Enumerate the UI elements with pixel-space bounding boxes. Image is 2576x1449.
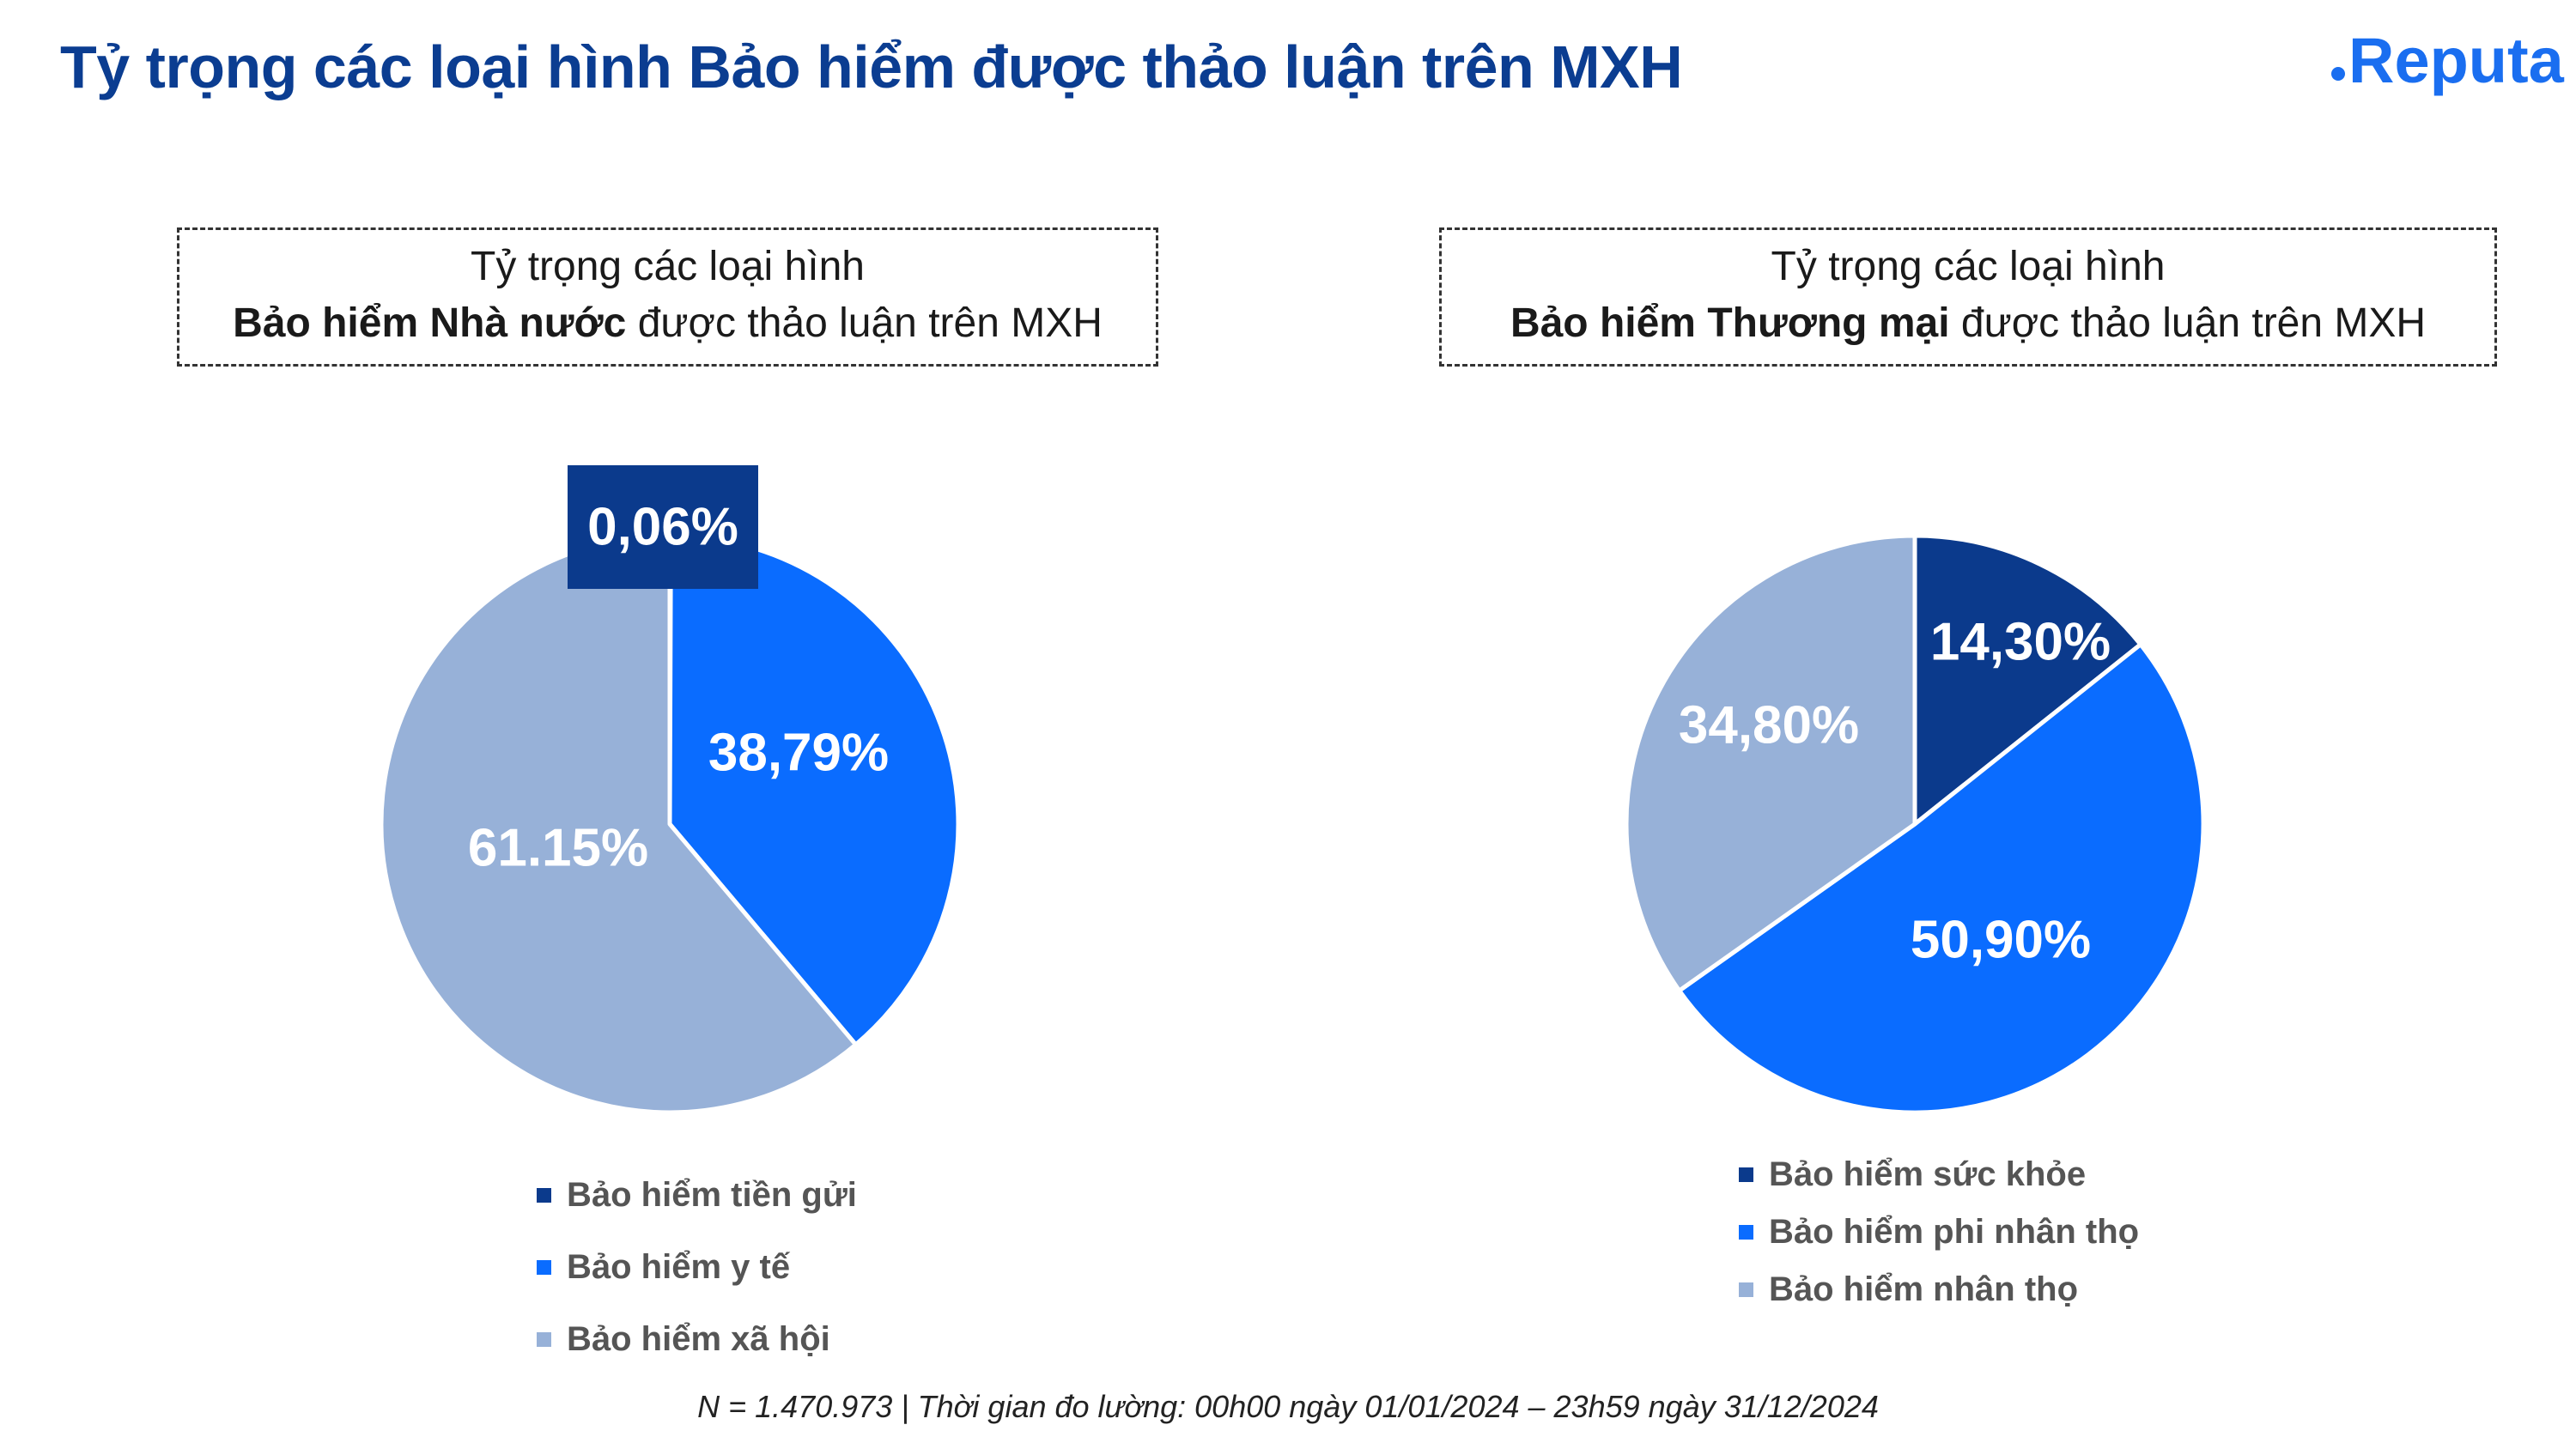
- pie1-data-label-1: 50,90%: [1911, 911, 2091, 970]
- right-chart-title-line1: Tỷ trọng các loại hình: [1771, 244, 2166, 289]
- logo-text: Reputa: [2348, 25, 2564, 96]
- left-chart-title-line2: Bảo hiểm Nhà nước được thảo luận trên MX…: [179, 295, 1156, 352]
- pie1-legend-swatch-2: [1739, 1282, 1753, 1297]
- pie1-slice-1: [1677, 642, 2206, 1115]
- right-chart-legend: Bảo hiểm sức khỏe Bảo hiểm phi nhân thọ Bả…: [1739, 1146, 2139, 1319]
- pie0-legend-swatch-0: [537, 1187, 551, 1203]
- right-chart-title-line2: Bảo hiểm Thương mại được thảo luận trên …: [1442, 295, 2494, 352]
- pie0-data-label-1: 38,79%: [708, 724, 889, 783]
- pie0-data-label-2: 61.15%: [468, 819, 648, 878]
- pie1-legend-item-0: Bảo hiểm sức khỏe: [1739, 1146, 2139, 1203]
- right-chart-title-box: Tỷ trọng các loại hình Bảo hiểm Thương m…: [1439, 227, 2497, 367]
- pie1-slice-2: [1624, 533, 1917, 993]
- pie1-legend-swatch-0: [1739, 1167, 1753, 1182]
- left-chart-legend: Bảo hiểm tiền gửi Bảo hiểm y tế Bảo hiểm x…: [537, 1159, 857, 1375]
- pie1-legend-swatch-1: [1739, 1225, 1753, 1240]
- pie0-legend-label-2: Bảo hiểm xã hội: [567, 1319, 830, 1358]
- pie0-legend-item-1: Bảo hiểm y tế: [537, 1231, 857, 1303]
- left-pie-chart: 0,06% 38,79% 61.15%: [379, 465, 961, 1115]
- pie0-legend-swatch-2: [537, 1331, 551, 1347]
- pie1-slice-0: [1912, 533, 2143, 827]
- footnote: N = 1.470.973 | Thời gian đo lường: 00h0…: [697, 1389, 1879, 1424]
- pie0-data-label-0: 0,06%: [587, 498, 738, 557]
- pie0-label-box-0: [568, 465, 758, 589]
- pie1-legend-label-0: Bảo hiểm sức khỏe: [1769, 1155, 2087, 1193]
- pie1-data-label-2: 34,80%: [1679, 696, 1859, 755]
- pie0-legend-label-1: Bảo hiểm y tế: [567, 1247, 791, 1286]
- left-chart-title-rest: được thảo luận trên MXH: [626, 300, 1103, 346]
- left-chart-title-bold: Bảo hiểm Nhà nước: [233, 300, 627, 346]
- page-title: Tỷ trọng các loại hình Bảo hiểm được thả…: [60, 33, 1683, 100]
- pie1-legend-item-2: Bảo hiểm nhân thọ: [1739, 1261, 2139, 1319]
- pie0-legend-label-0: Bảo hiểm tiền gửi: [567, 1175, 857, 1214]
- logo-dot-icon: [2331, 67, 2345, 81]
- left-chart-title-box: Tỷ trọng các loại hình Bảo hiểm Nhà nước…: [177, 227, 1158, 367]
- pie0-slice-1: [667, 533, 961, 1047]
- left-chart-title-line1: Tỷ trọng các loại hình: [471, 244, 865, 289]
- pie1-legend-item-1: Bảo hiểm phi nhân thọ: [1739, 1203, 2139, 1261]
- right-chart-title-rest: được thảo luận trên MXH: [1949, 300, 2427, 346]
- pie0-legend-item-2: Bảo hiểm xã hội: [537, 1303, 857, 1375]
- reputa-logo: Reputa: [2331, 24, 2564, 97]
- right-chart-title-bold: Bảo hiểm Thương mại: [1510, 300, 1950, 346]
- pie0-legend-swatch-1: [537, 1259, 551, 1275]
- pie1-legend-label-1: Bảo hiểm phi nhân thọ: [1769, 1213, 2140, 1251]
- pie0-legend-item-0: Bảo hiểm tiền gửi: [537, 1159, 857, 1231]
- pie1-legend-label-2: Bảo hiểm nhân thọ: [1769, 1270, 2078, 1308]
- pie1-data-label-0: 14,30%: [1930, 613, 2111, 672]
- right-pie-chart: 14,30% 50,90% 34,80%: [1624, 533, 2206, 1115]
- pie0-slice-2: [379, 533, 859, 1115]
